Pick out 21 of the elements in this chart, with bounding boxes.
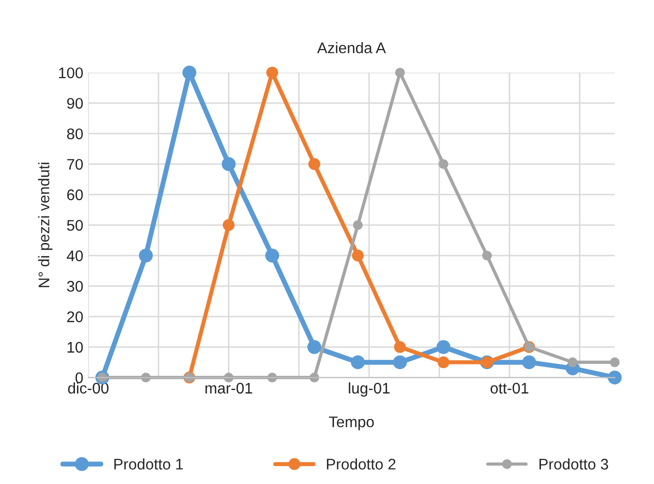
y-tick-label: 0 (76, 372, 83, 384)
y-tick-label: 80 (67, 128, 83, 140)
chart-title: Azienda A (317, 42, 386, 54)
y-tick-label: 100 (59, 67, 83, 78)
x-tick-label: dic-00 (68, 382, 108, 394)
y-tick-label: 60 (67, 189, 83, 200)
x-tick-label: ott-01 (490, 382, 528, 394)
x-tick-label: mar-01 (206, 382, 252, 394)
x-axis-title: Tempo (328, 416, 374, 430)
y-tick-label: 10 (68, 342, 83, 353)
legend-label: Prodotto 3 (540, 458, 608, 470)
y-tick-label: 90 (67, 98, 83, 109)
legend-label: Prodotto 2 (326, 458, 396, 470)
y-tick-label: 30 (67, 280, 83, 292)
x-tick-label: lug-01 (348, 382, 390, 397)
y-tick-label: 20 (67, 311, 83, 322)
y-tick-label: 50 (67, 220, 83, 231)
y-tick-label: 40 (66, 250, 83, 262)
legend-label: Prodotto 1 (114, 458, 183, 470)
y-tick-label: 70 (67, 158, 83, 170)
y-axis-title: N° di pezzi venduti (38, 162, 52, 288)
